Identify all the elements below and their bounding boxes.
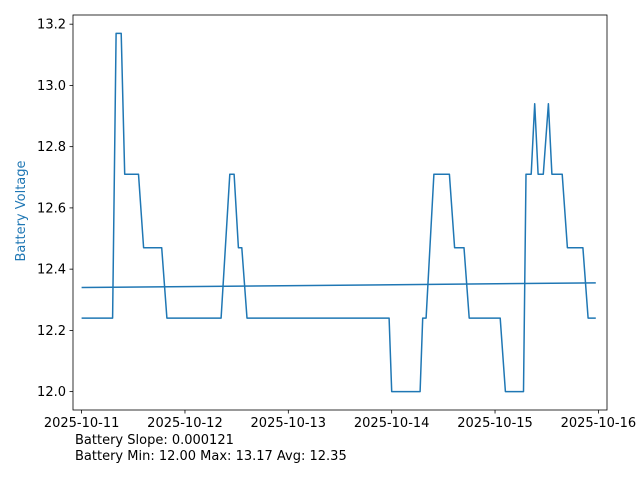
y-tick-label: 12.6 xyxy=(37,201,66,216)
x-tick-label: 2025-10-15 xyxy=(457,416,533,430)
battery-slope-text: Battery Slope: 0.000121 xyxy=(75,433,234,448)
y-tick-label: 12.0 xyxy=(37,385,66,400)
x-tick-label: 2025-10-14 xyxy=(354,416,430,430)
battery-trend-line xyxy=(81,282,596,289)
x-tick-label: 2025-10-13 xyxy=(251,416,327,430)
x-axis: 2025-10-11 2025-10-12 2025-10-13 2025-10-14… xyxy=(44,410,636,430)
battery-voltage-line xyxy=(81,32,596,393)
y-axis-label: Battery Voltage xyxy=(14,160,29,261)
x-tick-label: 2025-10-12 xyxy=(147,416,223,430)
battery-voltage-chart: 2025-10-11 2025-10-12 2025-10-13 2025-10-14… xyxy=(14,14,636,430)
y-tick-label: 12.2 xyxy=(37,324,66,339)
y-tick-label: 12.4 xyxy=(37,263,66,278)
x-tick-label: 2025-10-11 xyxy=(44,416,120,430)
y-tick-label: 13.2 xyxy=(37,18,66,33)
x-tick-label: 2025-10-16 xyxy=(561,416,637,430)
plot-frame xyxy=(72,14,608,411)
y-tick-label: 13.0 xyxy=(37,79,66,94)
battery-summary-text: Battery Min: 12.00 Max: 13.17 Avg: 12.35 xyxy=(75,449,347,464)
y-axis: 12.0 12.2 12.4 12.6 12.8 13.0 13.2 xyxy=(37,18,73,400)
y-tick-label: 12.8 xyxy=(37,140,66,155)
plot-area xyxy=(81,32,596,393)
